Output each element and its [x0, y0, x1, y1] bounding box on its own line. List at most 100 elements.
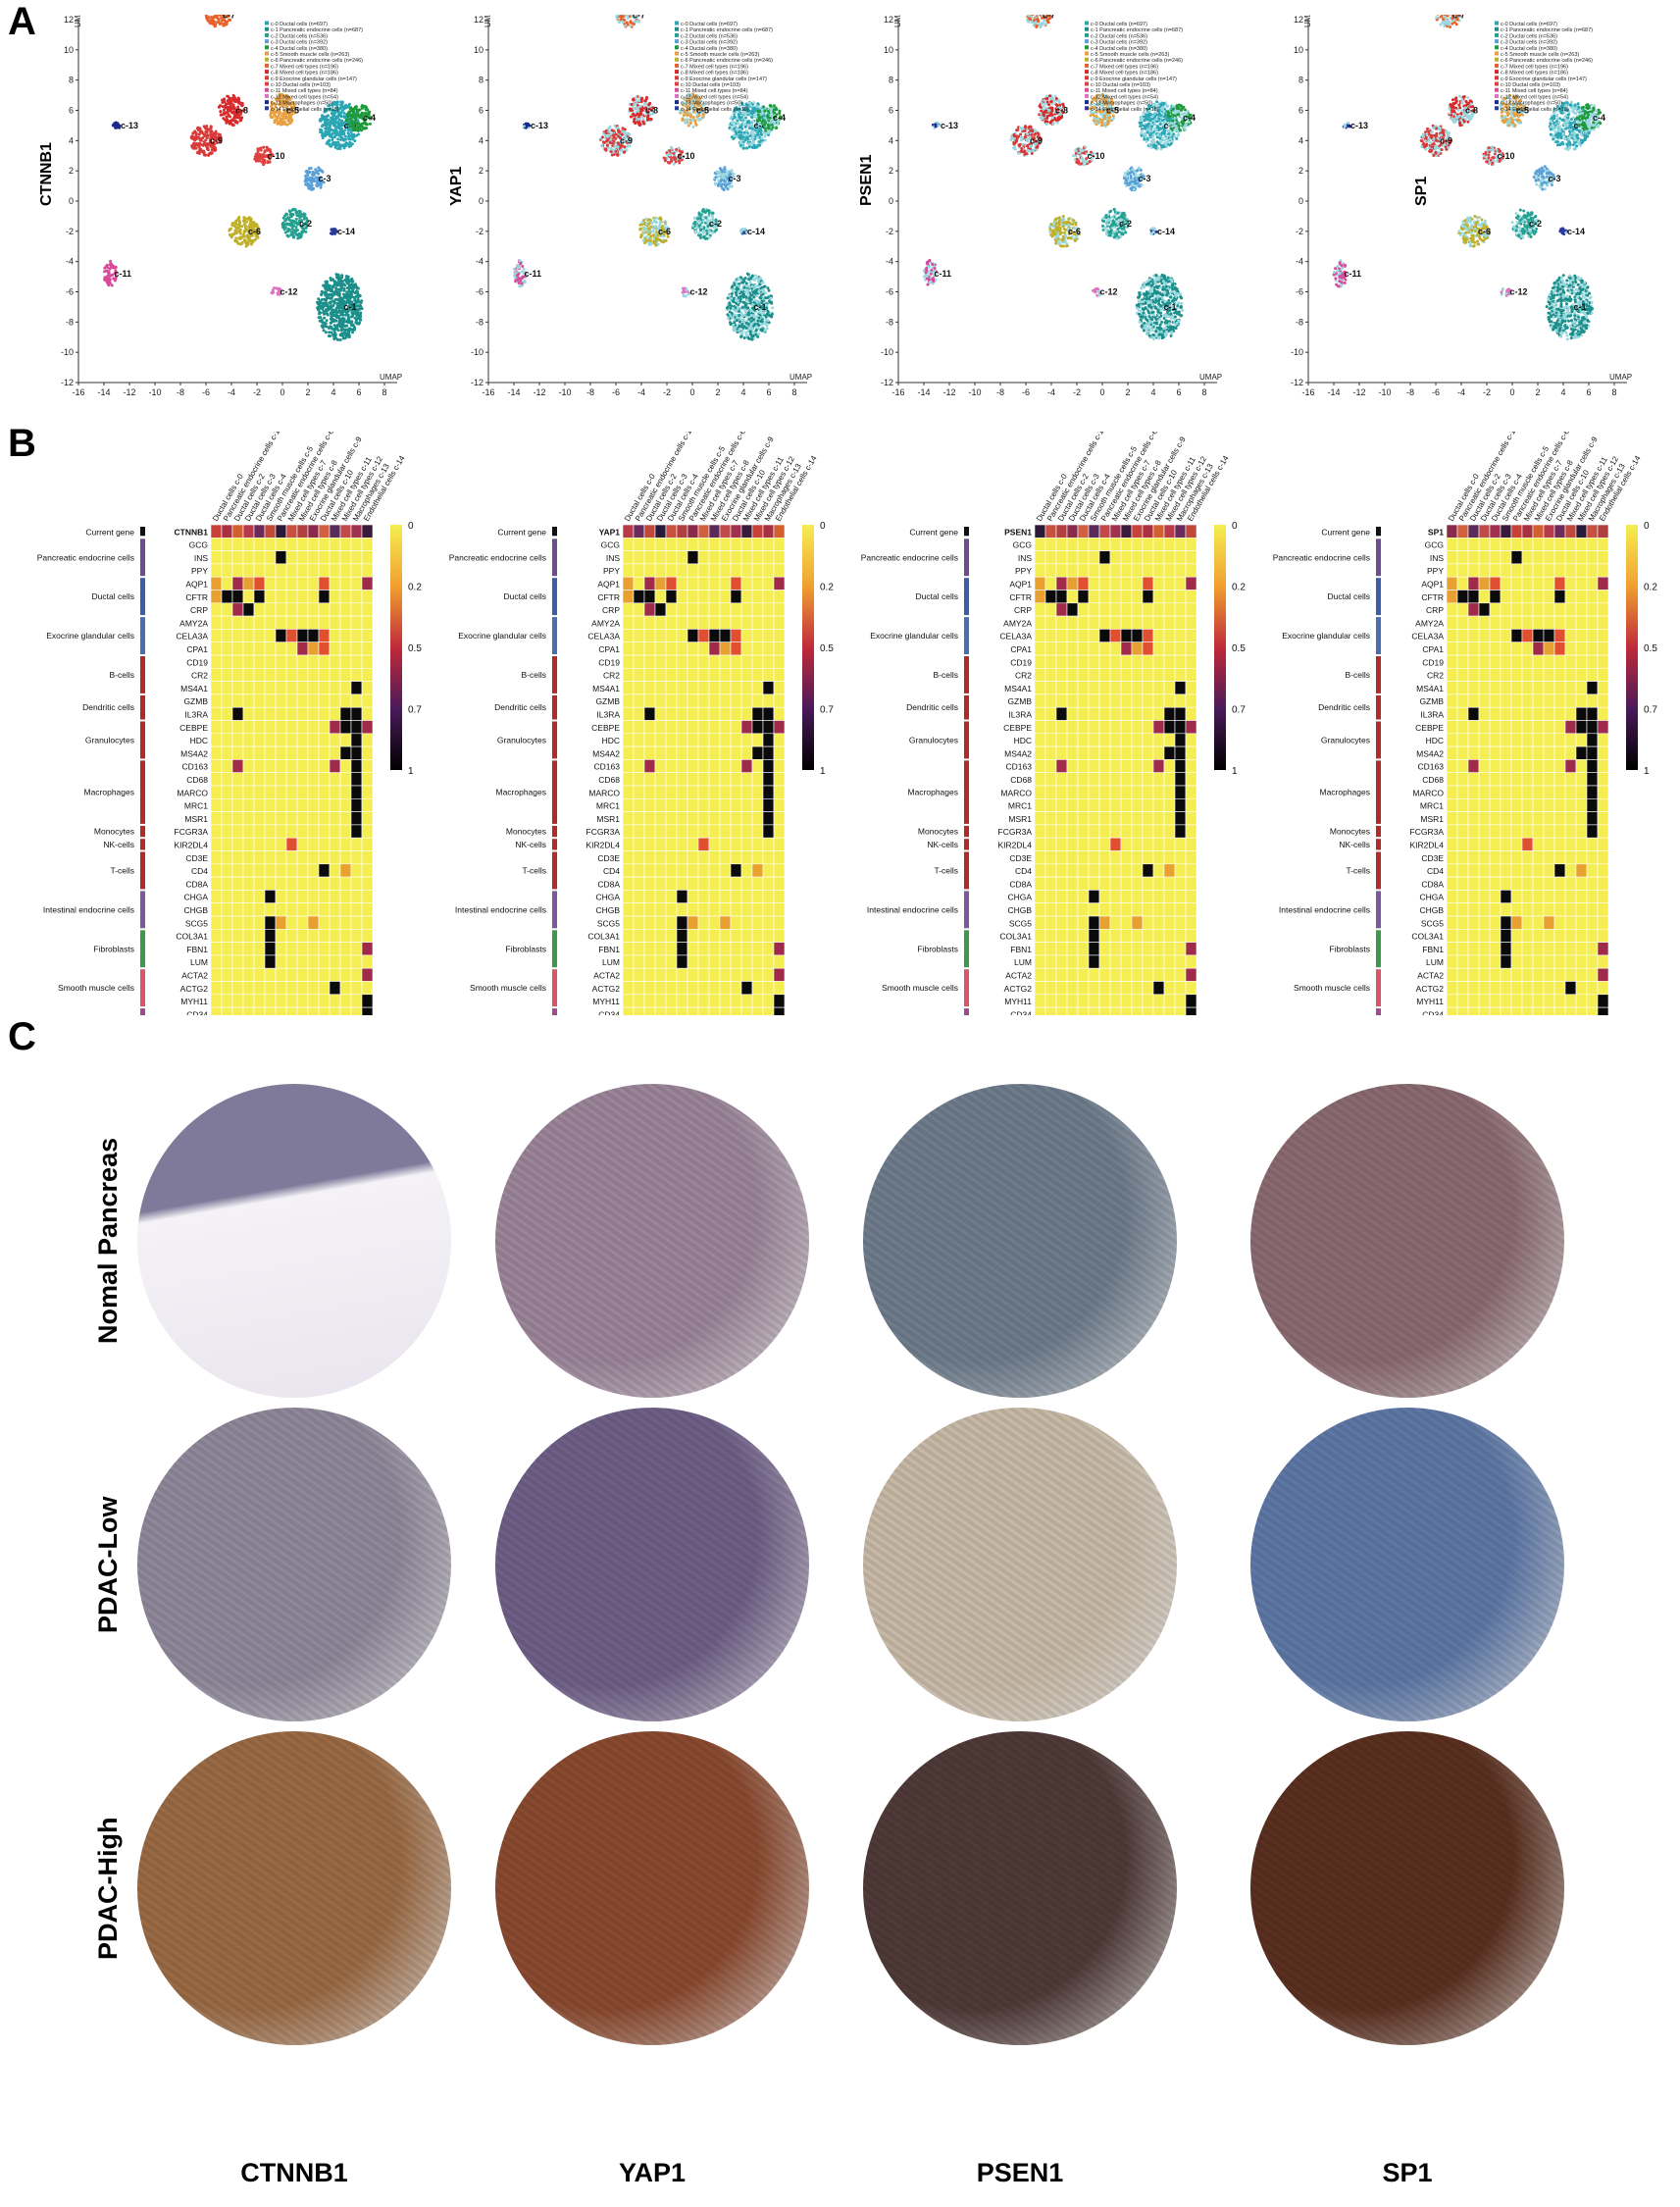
umap-point [678, 159, 682, 163]
umap-point [637, 99, 641, 103]
umap-point [344, 313, 348, 317]
umap-point [288, 116, 292, 120]
umap-point [705, 220, 709, 224]
x-tick-label: 4 [331, 387, 335, 397]
umap-point [605, 143, 609, 147]
umap-point [752, 295, 756, 299]
umap-point [323, 301, 327, 305]
umap-point [108, 275, 112, 279]
umap-point [770, 313, 774, 317]
umap-point [649, 234, 653, 238]
umap-point [638, 228, 642, 231]
umap-point [749, 320, 753, 324]
umap-point [213, 134, 217, 138]
umap-point [312, 174, 316, 178]
umap-point [748, 137, 752, 141]
umap-point [753, 320, 757, 324]
umap-point [279, 289, 282, 293]
umap-point [1162, 102, 1166, 106]
y-axis-label: UMAP [74, 15, 82, 27]
umap-point [358, 123, 362, 127]
legend-swatch [675, 87, 679, 92]
umap-point [679, 110, 683, 114]
umap-point [1173, 134, 1177, 138]
umap-point [715, 170, 719, 174]
umap-point [342, 143, 346, 147]
umap-gene-label: YAP1 [448, 167, 465, 206]
umap-point [713, 225, 717, 229]
cluster-points-c-10 [253, 145, 275, 167]
umap-point [644, 95, 648, 99]
umap-point [678, 149, 682, 153]
umap-point [289, 108, 293, 112]
umap-point [319, 185, 323, 189]
umap-point [234, 239, 238, 243]
umap-point [340, 144, 344, 148]
y-tick-label: -6 [886, 287, 893, 297]
x-tick-label: 2 [305, 387, 310, 397]
umap-point [730, 291, 734, 295]
umap-point [302, 230, 306, 233]
umap-point [643, 113, 647, 117]
umap-point [638, 111, 642, 115]
umap-point [698, 233, 702, 237]
umap-point [640, 221, 644, 225]
umap-point [310, 179, 314, 182]
cluster-label: c-14 [747, 227, 765, 236]
umap-point [711, 217, 715, 221]
umap-point [281, 102, 285, 106]
umap-point [748, 326, 752, 330]
umap-point [334, 286, 338, 290]
umap-point [701, 230, 705, 233]
umap-point [303, 216, 307, 220]
umap-point [752, 143, 756, 147]
umap-point [771, 126, 775, 129]
umap-point [654, 243, 658, 247]
umap-point [743, 123, 747, 127]
umap-point [331, 108, 335, 112]
umap-point [322, 283, 326, 287]
umap-point [635, 96, 638, 100]
umap-point [691, 103, 695, 107]
umap-point [366, 114, 370, 118]
umap-point [277, 108, 280, 112]
y-tick-label: -8 [476, 317, 484, 327]
umap-point [211, 143, 215, 147]
umap-point [656, 228, 660, 231]
umap-point [328, 125, 331, 128]
umap-point [754, 328, 758, 332]
umap-point [354, 115, 358, 119]
umap-point [639, 233, 643, 237]
umap-point [279, 97, 282, 101]
cluster-points-c-9 [189, 125, 223, 157]
umap-point [746, 313, 750, 317]
umap-point [319, 315, 323, 319]
umap-point [214, 138, 218, 142]
legend-swatch [265, 45, 269, 50]
umap-point [287, 209, 291, 213]
umap-point [1155, 120, 1159, 124]
umap-point [772, 104, 776, 108]
umap-point [736, 316, 739, 320]
umap-point [108, 279, 112, 282]
legend-entry: c-2 Ductal cells (n=536) [271, 33, 328, 39]
umap-point [226, 107, 229, 111]
umap-point [329, 289, 332, 293]
umap-point [697, 212, 701, 216]
umap-point [726, 187, 730, 191]
umap-point [629, 115, 633, 119]
umap-point [193, 143, 197, 147]
umap-point [216, 17, 220, 21]
umap-point [319, 128, 323, 131]
umap-point [1146, 113, 1150, 117]
umap-point [744, 284, 748, 288]
umap-point [760, 121, 764, 125]
umap-point [225, 121, 229, 125]
umap-point [344, 134, 348, 138]
y-tick-label: -4 [476, 257, 484, 267]
umap-point [651, 106, 655, 110]
umap-point [737, 295, 740, 299]
legend-entry: c-14 Endothelial cells (n=18) [271, 107, 339, 113]
umap-point [357, 108, 361, 112]
umap-point [319, 311, 323, 315]
